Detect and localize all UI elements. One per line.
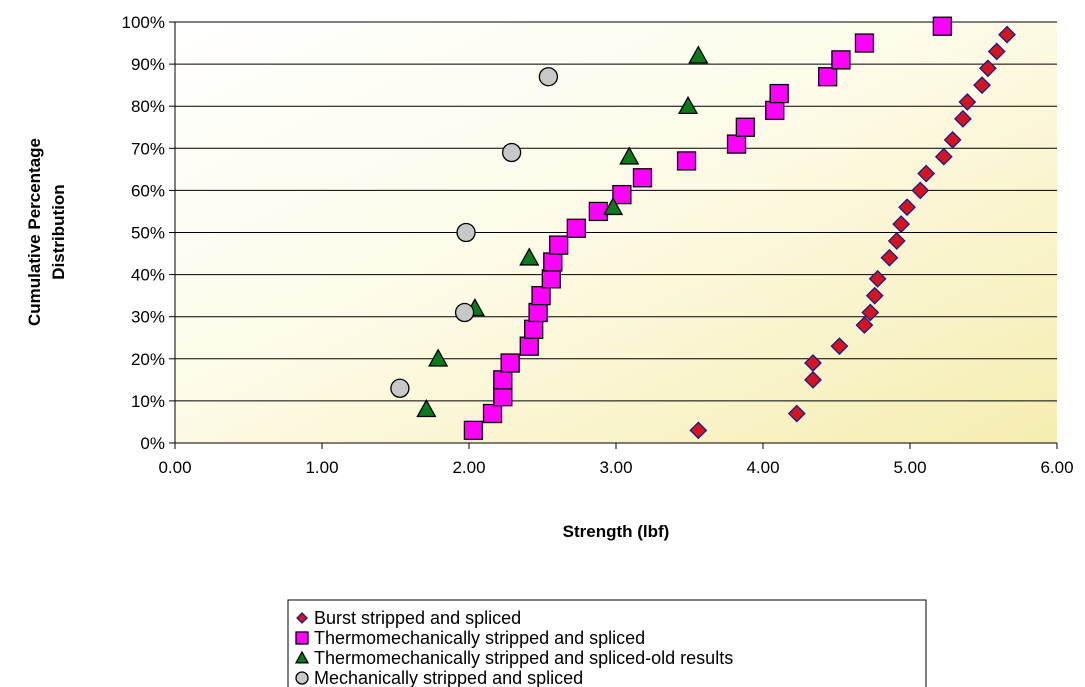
legend-label: Mechanically stripped and spliced [314,668,583,687]
legend-label: Thermomechanically stripped and spliced [314,628,645,648]
data-point-triangle [519,247,540,266]
data-point-triangle [416,398,437,418]
legend-marker-diamond [296,612,308,624]
data-point-circle [456,222,476,243]
data-point-triangle [677,95,699,115]
data-markers [390,16,1016,441]
data-point-square [500,353,520,373]
y-tick-label: 20% [131,350,165,369]
y-tick-label: 70% [131,139,165,158]
data-point-diamond [868,269,887,288]
data-point-square [735,117,756,137]
data-point-square [493,387,513,407]
data-point-triangle [619,146,640,165]
data-point-diamond [943,130,962,149]
data-point-square [932,16,952,36]
y-axis-title-line-1: Cumulative Percentage [25,138,44,326]
data-point-diamond [973,76,991,95]
data-point-square [531,285,551,306]
x-tick-label: 2.00 [452,458,485,477]
data-point-square [818,67,838,87]
data-point-diamond [861,303,880,322]
data-point-circle [538,67,559,87]
y-axis-title-line-2: Distribution [49,184,68,279]
y-tick-label: 90% [131,55,165,74]
data-point-diamond [892,215,911,233]
data-point-diamond [998,25,1016,44]
data-point-diamond [898,198,916,217]
data-point-square [765,100,785,121]
data-point-square [543,252,563,272]
data-point-diamond [880,248,899,267]
data-point-square [519,336,539,356]
data-point-square [566,218,586,238]
legend-label: Burst stripped and spliced [314,608,521,628]
data-point-diamond [804,354,822,372]
series-circle [390,67,559,398]
data-point-diamond [830,337,849,356]
x-tick-label: 6.00 [1040,458,1073,477]
legend-marker-circle [295,671,309,685]
axes: 0% 10% 20% 30% 40% 50% 60% 70% 80% 90% 100% 0.00 1.0… [122,13,1074,477]
data-point-square [528,302,548,323]
series-diamond [689,25,1016,440]
series-triangle [416,45,709,418]
y-tick-label: 50% [131,224,165,243]
data-point-diamond [987,42,1006,61]
data-point-triangle [428,348,449,367]
data-point-square [854,33,875,53]
legend-marker-square [295,631,309,645]
series-square [463,16,952,441]
x-tick-label: 1.00 [305,458,338,477]
data-point-square [541,269,561,289]
y-tick-label: 80% [131,97,165,116]
legend-label: Thermomechanically stripped and spliced-… [314,648,733,668]
data-point-circle [454,302,475,323]
y-tick-label: 60% [131,181,165,200]
data-point-diamond [958,93,977,111]
data-point-square [588,201,609,222]
x-tick-label: 5.00 [893,458,926,477]
data-point-circle [390,378,410,398]
x-tick-label: 4.00 [746,458,779,477]
legend-box [287,599,927,687]
data-point-square [676,151,697,171]
data-point-diamond [887,232,906,250]
x-axis-title: Strength (lbf) [563,522,670,541]
x-tick-label: 0.00 [158,458,191,477]
data-point-diamond [689,421,708,440]
data-point-diamond [911,181,930,200]
legend: Burst stripped and splicedThermomechanic… [287,599,927,687]
data-point-diamond [855,316,874,335]
data-point-triangle [602,196,624,216]
data-point-square [463,420,484,441]
data-point-diamond [917,164,936,183]
data-point-square [632,168,653,188]
data-point-square [524,319,544,339]
data-point-diamond [954,109,972,128]
data-point-triangle [688,45,709,64]
data-point-square [831,50,851,70]
data-point-square [769,83,789,104]
data-point-diamond [934,147,953,166]
y-tick-label: 10% [131,392,165,411]
y-tick-label: 100% [122,13,165,32]
data-point-square [482,403,503,424]
y-tick-label: 40% [131,266,165,285]
x-tick-label: 3.00 [599,458,632,477]
data-point-circle [501,142,522,163]
data-point-diamond [787,404,806,423]
data-point-diamond [804,370,822,389]
legend-marker-triangle [294,650,310,664]
data-point-square [726,134,747,154]
data-point-square [612,184,632,205]
y-tick-label: 30% [131,308,165,327]
data-point-diamond [978,59,997,78]
data-point-diamond [865,286,884,305]
data-point-square [549,235,569,255]
data-point-square [493,370,513,390]
y-tick-label: 0% [140,434,165,453]
